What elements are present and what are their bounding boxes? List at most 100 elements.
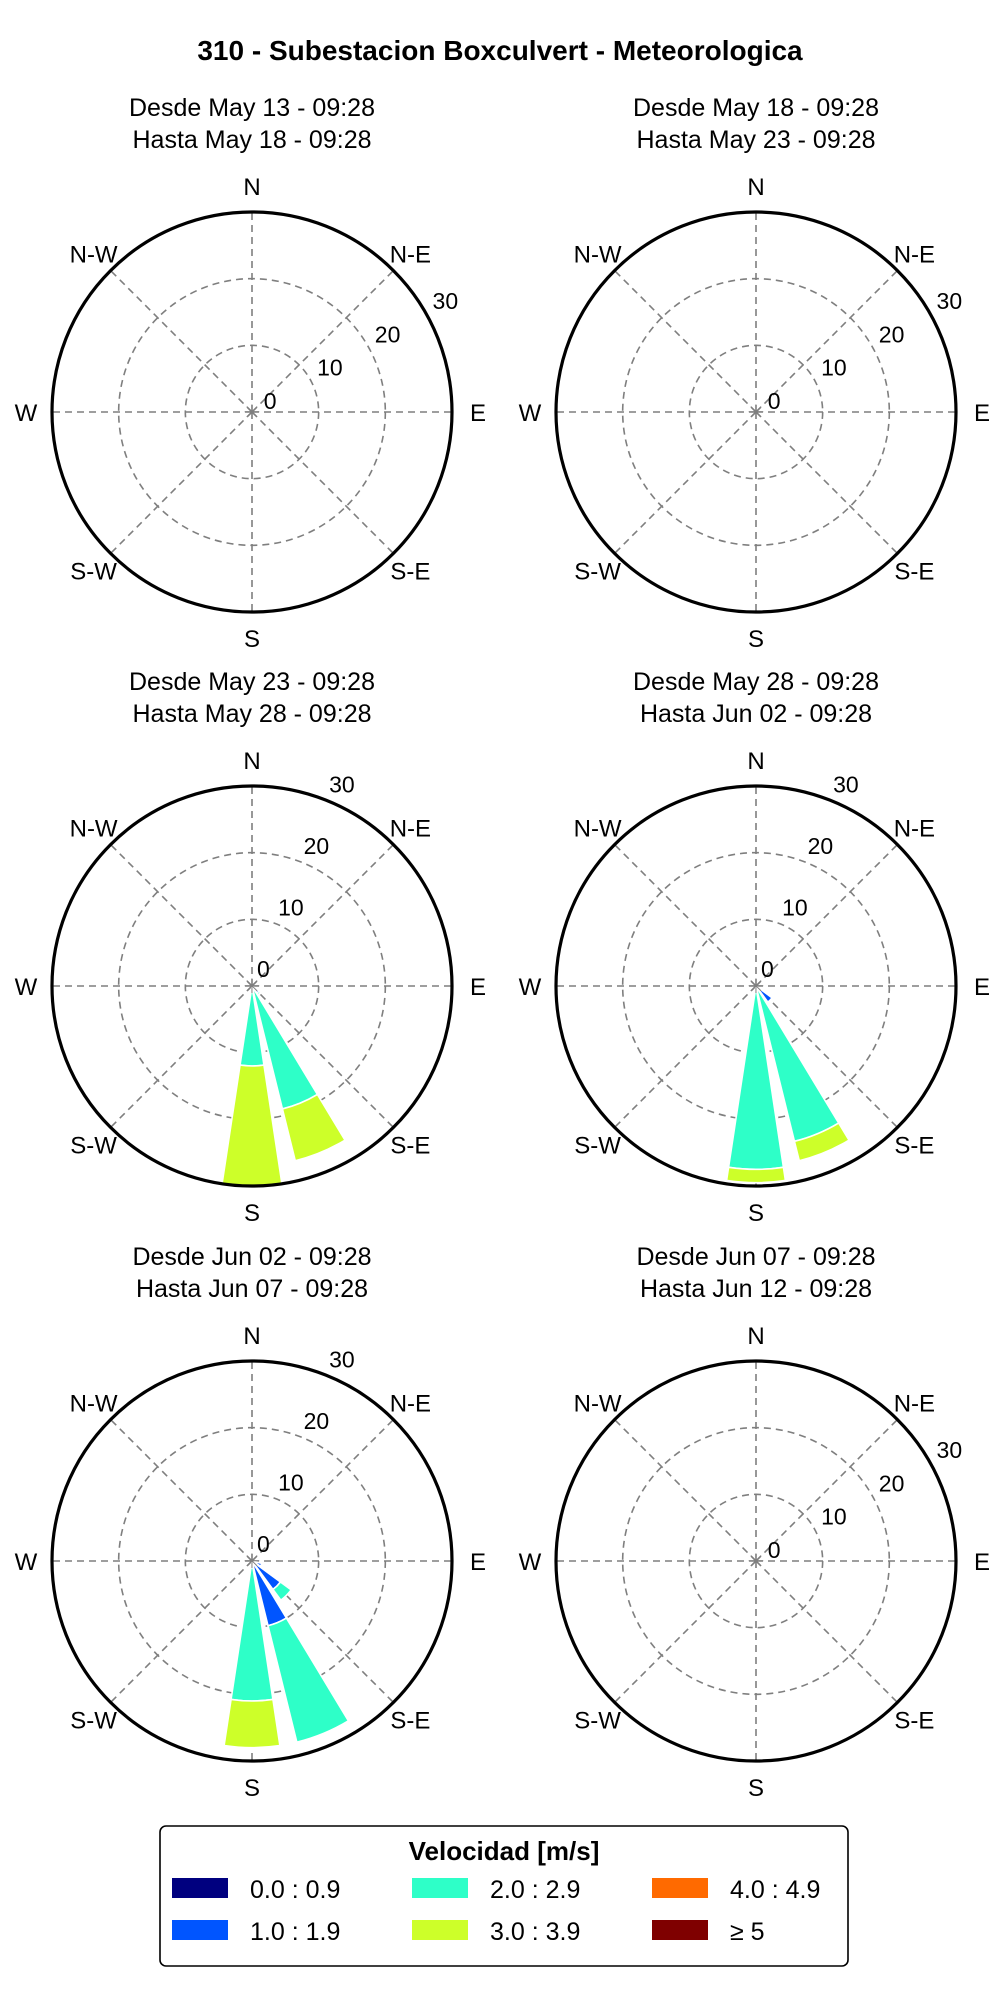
legend-title: Velocidad [m/s] <box>409 1836 600 1866</box>
legend-item: 0.0 : 0.9 <box>172 1876 340 1904</box>
grid-spoke <box>251 270 394 413</box>
panel-subtitle: Desde Jun 02 - 09:28 <box>132 1243 371 1271</box>
outer-ring <box>554 210 958 614</box>
radial-tick-label: 10 <box>821 1504 847 1530</box>
grid-spoke <box>614 1560 757 1703</box>
direction-label: S-W <box>70 1707 117 1734</box>
panel-subtitle: Desde May 23 - 09:28 <box>129 668 375 696</box>
direction-label: N-E <box>390 242 431 269</box>
radial-tick-label: 30 <box>937 288 963 314</box>
center-mark: ✳ <box>748 402 765 424</box>
direction-label: N-E <box>390 816 431 843</box>
legend-swatch <box>172 1878 228 1898</box>
center-mark: ✳ <box>244 976 261 998</box>
wind-bar <box>793 1121 851 1162</box>
legend-item: 4.0 : 4.9 <box>652 1876 820 1904</box>
panel-subtitle: Hasta May 18 - 09:28 <box>132 126 371 154</box>
grid-spoke <box>614 985 757 1128</box>
center-mark: ✳ <box>748 1551 765 1573</box>
radial-tick-label: 30 <box>433 288 459 314</box>
radial-tick-label: 10 <box>278 894 304 920</box>
direction-label: N-W <box>574 1391 622 1418</box>
direction-label: W <box>519 974 542 1001</box>
radial-tick-label: 0 <box>257 956 270 982</box>
windrose-panel: Desde May 13 - 09:28 Hasta May 18 - 09:28… <box>15 94 486 653</box>
panel-subtitle: Desde May 18 - 09:28 <box>633 94 879 122</box>
panel-subtitle: Hasta Jun 07 - 09:28 <box>136 1275 368 1303</box>
wind-bar <box>755 985 774 1004</box>
panel-subtitle: Desde May 28 - 09:28 <box>633 668 879 696</box>
direction-label: S-E <box>894 558 934 585</box>
radial-tick-label: 30 <box>329 1346 355 1372</box>
windrose-panels: Desde May 13 - 09:28 Hasta May 18 - 09:28… <box>15 94 990 1802</box>
direction-label: N-E <box>894 816 935 843</box>
legend-label: 2.0 : 2.9 <box>490 1876 580 1904</box>
outer-ring <box>554 784 958 1188</box>
direction-label: N-W <box>574 816 622 843</box>
direction-label: S-E <box>390 558 430 585</box>
panel-subtitle: Hasta May 28 - 09:28 <box>132 700 371 728</box>
grid-spoke <box>110 985 253 1128</box>
direction-label: W <box>15 1549 38 1576</box>
legend-swatch <box>652 1878 708 1898</box>
direction-label: S <box>244 626 260 653</box>
wind-bar <box>727 985 785 1171</box>
grid-spoke <box>755 1560 898 1703</box>
radial-tick-label: 20 <box>304 833 330 859</box>
grid-spoke <box>110 1560 253 1703</box>
direction-label: E <box>470 400 486 427</box>
direction-label: S-E <box>390 1707 430 1734</box>
direction-label: S-E <box>894 1707 934 1734</box>
direction-label: N <box>243 174 260 201</box>
direction-label: S-W <box>574 1132 621 1159</box>
radial-tick-label: 0 <box>768 1537 781 1563</box>
direction-label: E <box>974 400 990 427</box>
direction-label: N-W <box>70 816 118 843</box>
direction-label: N <box>243 748 260 775</box>
windrose-panel: Desde May 18 - 09:28 Hasta May 23 - 09:28… <box>519 94 990 653</box>
outer-ring <box>50 210 454 614</box>
radial-tick-label: 20 <box>808 833 834 859</box>
grid-spoke <box>110 270 253 413</box>
windrose-panel: Desde May 23 - 09:28 Hasta May 28 - 09:28… <box>15 668 486 1227</box>
grid-spoke <box>755 985 898 1128</box>
legend-swatch <box>412 1920 468 1940</box>
legend-item: 1.0 : 1.9 <box>172 1918 340 1946</box>
center-mark: ✳ <box>244 402 261 424</box>
radial-tick-label: 0 <box>768 388 781 414</box>
direction-label: S <box>748 1775 764 1802</box>
grid-spoke <box>755 411 898 554</box>
grid-spoke <box>110 1419 253 1562</box>
grid-spoke <box>755 1419 898 1562</box>
grid-spoke <box>251 411 394 554</box>
legend-item: 3.0 : 3.9 <box>412 1918 580 1946</box>
grid-spoke <box>251 1419 394 1562</box>
wind-bar <box>281 1093 347 1162</box>
direction-label: S-W <box>574 558 621 585</box>
legend-label: 4.0 : 4.9 <box>730 1876 820 1904</box>
wind-bar <box>271 1580 293 1602</box>
panel-subtitle: Hasta Jun 02 - 09:28 <box>640 700 872 728</box>
legend-label: 3.0 : 3.9 <box>490 1918 580 1946</box>
legend-item: 2.0 : 2.9 <box>412 1876 580 1904</box>
radial-tick-label: 20 <box>375 321 401 347</box>
direction-label: S-W <box>70 558 117 585</box>
grid-spoke <box>755 844 898 987</box>
direction-label: S-E <box>390 1132 430 1159</box>
wind-bar <box>725 1166 787 1184</box>
radial-tick-label: 0 <box>761 956 774 982</box>
direction-label: E <box>974 974 990 1001</box>
wind-bar <box>256 990 262 996</box>
grid-spoke <box>614 844 757 987</box>
radial-tick-label: 30 <box>937 1437 963 1463</box>
panel-subtitle: Hasta Jun 12 - 09:28 <box>640 1275 872 1303</box>
legend-label: ≥ 5 <box>730 1918 765 1946</box>
panel-subtitle: Hasta May 23 - 09:28 <box>636 126 875 154</box>
direction-label: N <box>747 748 764 775</box>
wind-bar <box>221 1064 283 1187</box>
radial-tick-label: 10 <box>782 894 808 920</box>
direction-label: W <box>519 400 542 427</box>
wind-bar <box>267 1616 350 1744</box>
radial-tick-label: 30 <box>833 771 859 797</box>
direction-label: N-W <box>70 1391 118 1418</box>
